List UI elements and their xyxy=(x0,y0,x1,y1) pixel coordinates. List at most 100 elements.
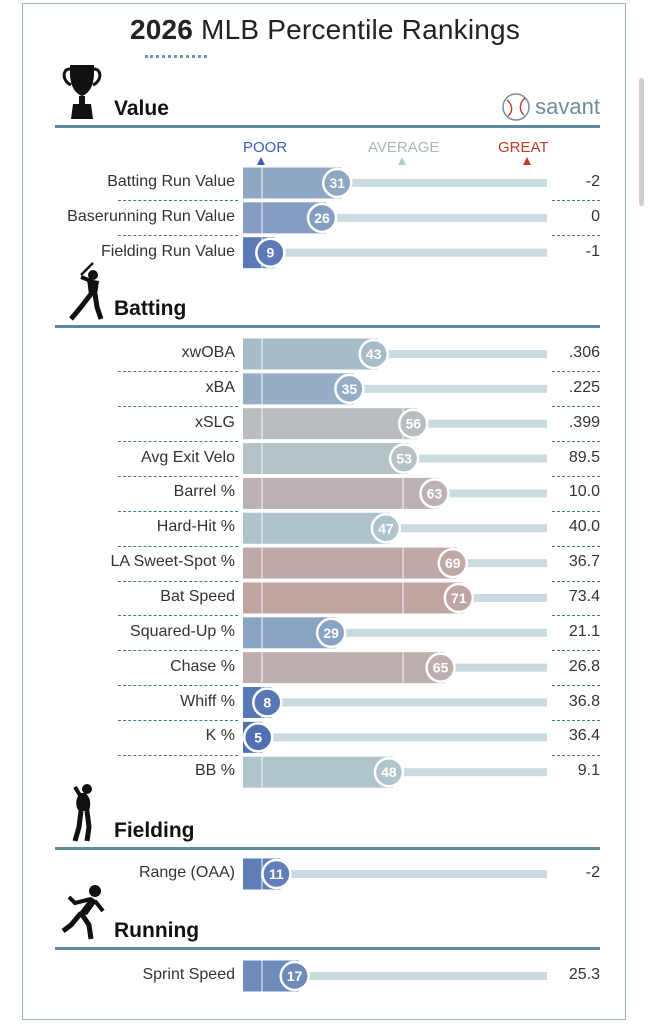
metric-label-squared-up: Squared-Up % xyxy=(130,622,235,640)
percentile-label-k: 5 xyxy=(254,729,262,745)
metric-value-la-sweet-spot: 36.7 xyxy=(568,553,600,571)
row-separator xyxy=(552,235,600,237)
percentile-label-xslg: 56 xyxy=(405,416,421,432)
trophy-icon xyxy=(61,63,103,126)
metric-label-hard-hit: Hard-Hit % xyxy=(156,518,235,536)
metric-value-chase: 26.8 xyxy=(568,657,600,675)
percentile-marker-bb[interactable] xyxy=(373,756,405,788)
percentile-marker-barrel[interactable] xyxy=(419,478,450,509)
row-separator xyxy=(118,475,238,477)
percentile-label-baserunning-run-value: 26 xyxy=(314,210,330,226)
percentile-label-avg-exit-velo: 53 xyxy=(396,451,412,467)
metric-value-range-oaa: -2 xyxy=(585,864,600,881)
metric-label-k: K % xyxy=(205,727,235,745)
percentile-marker-sprint-speed[interactable] xyxy=(279,960,310,992)
section-rule xyxy=(55,325,600,328)
bar-bb xyxy=(243,756,393,788)
title-text: MLB Percentile Rankings xyxy=(201,14,521,45)
percentile-marker-hard-hit[interactable] xyxy=(370,513,402,544)
metric-value-bb: 9.1 xyxy=(577,762,600,780)
section-value-title: Value xyxy=(114,97,169,120)
row-separator xyxy=(552,685,600,687)
savant-logo: savant xyxy=(501,92,600,122)
metric-value-barrel: 10.0 xyxy=(568,483,600,501)
metric-label-batting-run-value: Batting Run Value xyxy=(107,173,235,190)
section-running: Running xyxy=(55,885,600,950)
section-running-title: Running xyxy=(114,919,200,942)
scale-great-label: GREAT xyxy=(498,139,549,156)
track-xwoba xyxy=(243,350,547,358)
percentile-marker-squared-up[interactable] xyxy=(315,617,347,649)
percentile-marker-la-sweet-spot[interactable] xyxy=(437,547,469,579)
metric-value-hard-hit: 40.0 xyxy=(568,518,600,536)
percentile-marker-xwoba[interactable] xyxy=(358,338,389,370)
row-separator xyxy=(552,719,600,721)
metric-value-squared-up: 21.1 xyxy=(568,622,600,640)
percentile-marker-avg-exit-velo[interactable] xyxy=(388,443,420,474)
percentile-marker-xslg[interactable] xyxy=(397,408,429,439)
title-year: 2026 xyxy=(129,14,194,45)
metric-label-bat-speed: Bat Speed xyxy=(160,587,235,605)
percentile-marker-xba[interactable] xyxy=(334,373,365,405)
metric-label-xba: xBA xyxy=(205,378,235,396)
percentile-label-whiff: 8 xyxy=(263,695,271,711)
bar-barrel xyxy=(243,477,439,509)
runner-icon xyxy=(61,883,107,948)
bar-bat-speed xyxy=(243,582,463,614)
track-whiff xyxy=(243,698,547,707)
percentile-label-chase: 65 xyxy=(433,660,449,676)
metric-value-xwoba: .306 xyxy=(568,344,600,361)
metric-value-batting-run-value: -2 xyxy=(585,173,600,190)
row-separator xyxy=(118,580,238,582)
percentile-marker-batting-run-value[interactable] xyxy=(321,167,353,199)
percentile-label-barrel: 63 xyxy=(427,485,443,501)
metric-label-fielding-run-value: Fielding Run Value xyxy=(100,242,235,260)
percentile-marker-whiff[interactable] xyxy=(252,687,283,718)
row-separator xyxy=(118,719,238,721)
percentile-marker-baserunning-run-value[interactable] xyxy=(306,202,338,234)
percentile-marker-chase[interactable] xyxy=(425,652,456,683)
baseball-icon xyxy=(502,93,530,121)
section-fielding: Fielding xyxy=(55,784,600,850)
scrollbar[interactable] xyxy=(639,78,644,206)
fielder-icon xyxy=(61,783,101,848)
metric-label-chase: Chase % xyxy=(170,657,235,675)
section-rule xyxy=(55,947,600,950)
section-batting: Batting xyxy=(55,262,600,328)
percentile-label-squared-up: 29 xyxy=(323,625,339,641)
metric-value-fielding-run-value: -1 xyxy=(585,242,600,260)
percentile-marker-k[interactable] xyxy=(242,722,274,753)
bar-xwoba xyxy=(243,338,378,370)
percentile-marker-fielding-run-value[interactable] xyxy=(255,237,286,268)
metric-label-baserunning-run-value: Baserunning Run Value xyxy=(67,207,235,225)
metric-label-la-sweet-spot: LA Sweet-Spot % xyxy=(110,553,235,571)
row-separator xyxy=(118,615,238,617)
percentile-marker-range-oaa[interactable] xyxy=(261,858,292,890)
percentile-label-range-oaa: 11 xyxy=(269,866,284,882)
bar-chase xyxy=(243,652,445,684)
metric-value-baserunning-run-value: 0 xyxy=(591,207,600,225)
metric-value-xslg: .399 xyxy=(568,413,600,431)
metric-label-avg-exit-velo: Avg Exit Velo xyxy=(141,448,235,466)
track-k xyxy=(243,733,547,742)
metric-value-bat-speed: 73.4 xyxy=(568,587,600,605)
row-separator xyxy=(118,406,238,408)
bar-avg-exit-velo xyxy=(243,443,409,475)
metric-value-sprint-speed: 25.3 xyxy=(568,966,600,983)
row-separator xyxy=(118,650,238,652)
percentile-label-xba: 35 xyxy=(342,381,358,397)
metric-label-barrel: Barrel % xyxy=(173,483,235,501)
card-frame xyxy=(22,3,626,1020)
percentile-marker-bat-speed[interactable] xyxy=(443,582,475,614)
savant-wordmark: savant xyxy=(535,94,600,119)
bar-xslg xyxy=(243,408,418,440)
section-fielding-title: Fielding xyxy=(114,819,195,842)
track-baserunning-run-value xyxy=(243,213,547,222)
track-sprint-speed xyxy=(243,972,547,980)
title-underline xyxy=(145,55,207,58)
metric-label-xwoba: xwOBA xyxy=(181,344,235,361)
row-separator xyxy=(118,441,238,443)
scale-average-marker xyxy=(398,157,406,165)
metric-value-k: 36.4 xyxy=(568,727,600,745)
percentile-label-bb: 48 xyxy=(381,764,397,780)
